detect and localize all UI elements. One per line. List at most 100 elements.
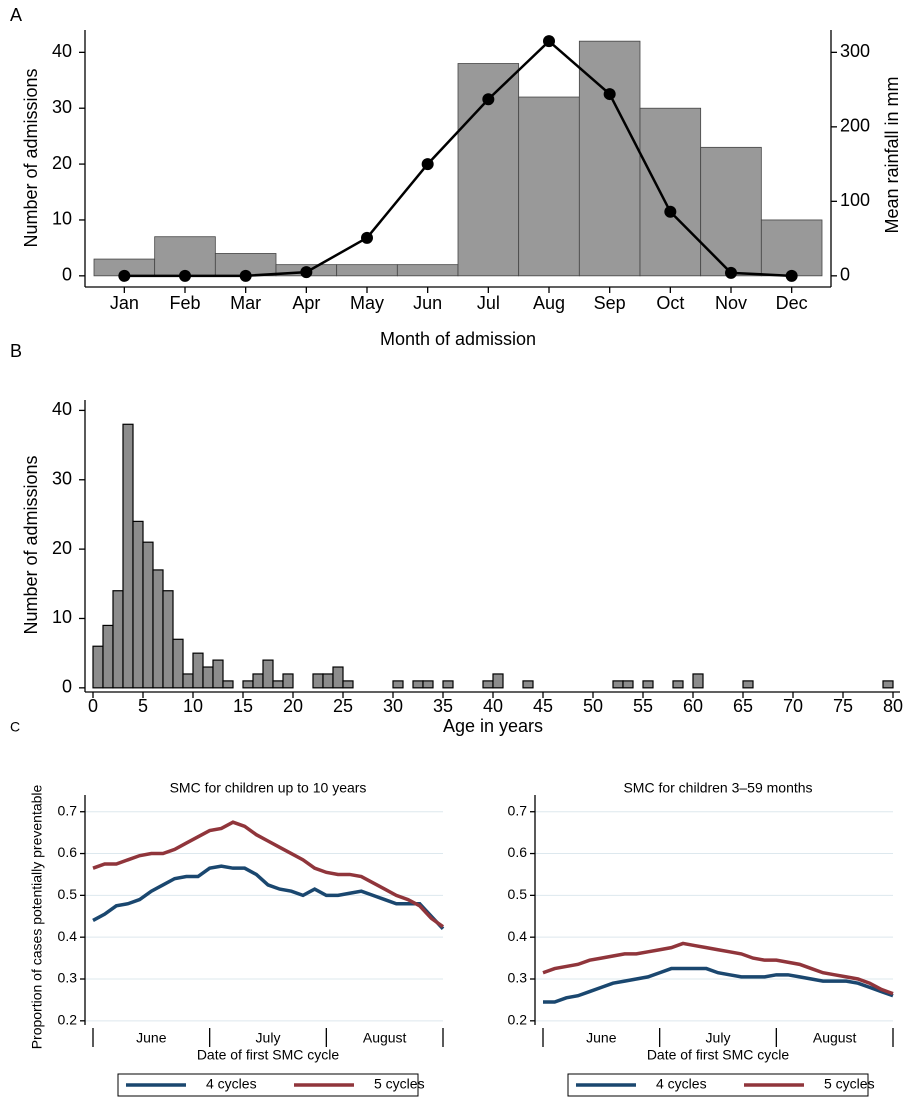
month-label: June: [586, 1030, 617, 1046]
histogram-bar: [182, 673, 194, 689]
y2-tick-label: 300: [840, 41, 870, 61]
histogram-bar: [282, 673, 294, 689]
series-line: [543, 966, 894, 1004]
month-label: August: [813, 1030, 857, 1046]
y-tick-label: 0: [62, 677, 72, 697]
histogram-bar: [122, 423, 134, 689]
histogram-bar: [322, 673, 334, 689]
x-tick-label: Aug: [533, 293, 565, 313]
histogram-bar: [192, 652, 204, 689]
histogram-bar: [312, 673, 324, 689]
bar: [700, 146, 762, 277]
histogram-bar: [492, 673, 504, 689]
y2-axis-label: Mean rainfall in mm: [882, 76, 902, 233]
x-tick-label: Nov: [715, 293, 747, 313]
legend-label: 5 cycles: [824, 1076, 875, 1092]
plot-title: SMC for children 3–59 months: [623, 780, 812, 796]
rainfall-line: [124, 39, 792, 278]
panel: A 0 10 20 30 40 0 100 200 300 Jan Feb Mar Apr May Jun Ju…: [10, 5, 902, 349]
y-tick-label: 0.4: [508, 928, 528, 944]
histogram-bar: [392, 680, 404, 689]
y-tick-label: 0.7: [58, 802, 78, 818]
x-tick-label: 5: [138, 696, 148, 716]
rainfall-point: [118, 269, 131, 282]
histogram-bar: [642, 680, 654, 689]
histogram-bar: [742, 680, 754, 689]
y-tick-label: 0.6: [508, 844, 528, 860]
x-tick-label: Jun: [413, 293, 442, 313]
histogram-bar: [262, 659, 274, 689]
histogram-bar: [162, 590, 174, 689]
x-tick-label: Sep: [594, 293, 626, 313]
y-tick-label: 0.2: [58, 1012, 78, 1028]
bar: [578, 40, 641, 277]
y-tick-label: 0.7: [508, 802, 528, 818]
panel-label: C: [10, 719, 20, 735]
month-label: July: [706, 1030, 731, 1046]
x-axis-label: Date of first SMC cycle: [647, 1047, 790, 1063]
y-tick-label: 0.3: [58, 970, 78, 986]
y2-tick-label: 0: [840, 265, 850, 285]
panel-label: B: [10, 341, 22, 361]
histogram-bar: [272, 680, 284, 689]
rainfall-point: [179, 269, 191, 282]
x-tick-label: Jul: [477, 293, 500, 313]
x-tick-label: 75: [833, 696, 853, 716]
x-tick-label: Feb: [169, 293, 200, 313]
rainfall-point: [300, 266, 313, 279]
panel: C SMC for children up to 10 years 0.2 0.3 0.…: [10, 719, 445, 1097]
y-tick-label: 20: [52, 538, 72, 558]
x-tick-label: 25: [333, 696, 353, 716]
x-tick-label: 80: [883, 696, 903, 716]
histogram-bar: [612, 680, 624, 689]
panel-label: A: [10, 5, 22, 25]
x-tick-label: 65: [733, 696, 753, 716]
series-line: [542, 941, 894, 996]
histogram-bar: [442, 680, 454, 689]
legend-box: [117, 1073, 419, 1097]
x-tick-label: Dec: [776, 293, 808, 313]
x-tick-label: 60: [683, 696, 703, 716]
panel: B 0 10 20 30 40 0 5 10 15 20 25 30 35 40 45 50 55 60 65 70 75…: [10, 341, 903, 736]
x-tick-label: Apr: [292, 293, 320, 313]
x-tick-label: 70: [783, 696, 803, 716]
x-tick-label: Mar: [230, 293, 261, 313]
histogram-bar: [622, 680, 634, 689]
y-tick-label: 0.3: [508, 970, 528, 986]
legend-label: 5 cycles: [374, 1076, 425, 1092]
rainfall-point: [239, 269, 252, 282]
x-axis-label: Age in years: [443, 716, 543, 736]
y-tick-label: 10: [52, 209, 72, 229]
y2-tick-label: 100: [840, 190, 870, 210]
histogram-bar: [132, 520, 144, 689]
bar: [639, 107, 702, 277]
y-axis-label: Proportion of cases potentially preventa…: [29, 784, 45, 1049]
histogram-bar: [422, 680, 434, 689]
legend-label: 4 cycles: [206, 1076, 257, 1092]
bar: [760, 219, 823, 277]
rainfall-point: [482, 93, 495, 106]
x-tick-label: 0: [88, 696, 98, 716]
y-axis-label: Number of admissions: [21, 68, 41, 247]
rainfall-point: [361, 231, 373, 244]
x-tick-label: Oct: [656, 293, 684, 313]
x-tick-label: 30: [383, 696, 403, 716]
y-tick-label: 30: [52, 469, 72, 489]
histogram-bar: [412, 680, 424, 689]
y-tick-label: 0.4: [58, 928, 78, 944]
rainfall-point: [785, 269, 798, 282]
x-tick-label: 40: [483, 696, 503, 716]
histogram-bar: [92, 645, 104, 689]
y-tick-label: 40: [52, 399, 72, 419]
x-axis-label: Month of admission: [380, 329, 536, 349]
x-tick-label: 20: [283, 696, 303, 716]
histogram-bar: [202, 666, 214, 689]
month-label: June: [136, 1030, 167, 1046]
y-axis-label: Number of admissions: [21, 455, 41, 634]
y-tick-label: 20: [52, 153, 72, 173]
histogram-bar: [112, 590, 124, 689]
histogram-bar: [692, 673, 704, 689]
x-tick-label: 55: [633, 696, 653, 716]
y-tick-label: 0.5: [58, 886, 78, 902]
bar: [518, 96, 580, 277]
